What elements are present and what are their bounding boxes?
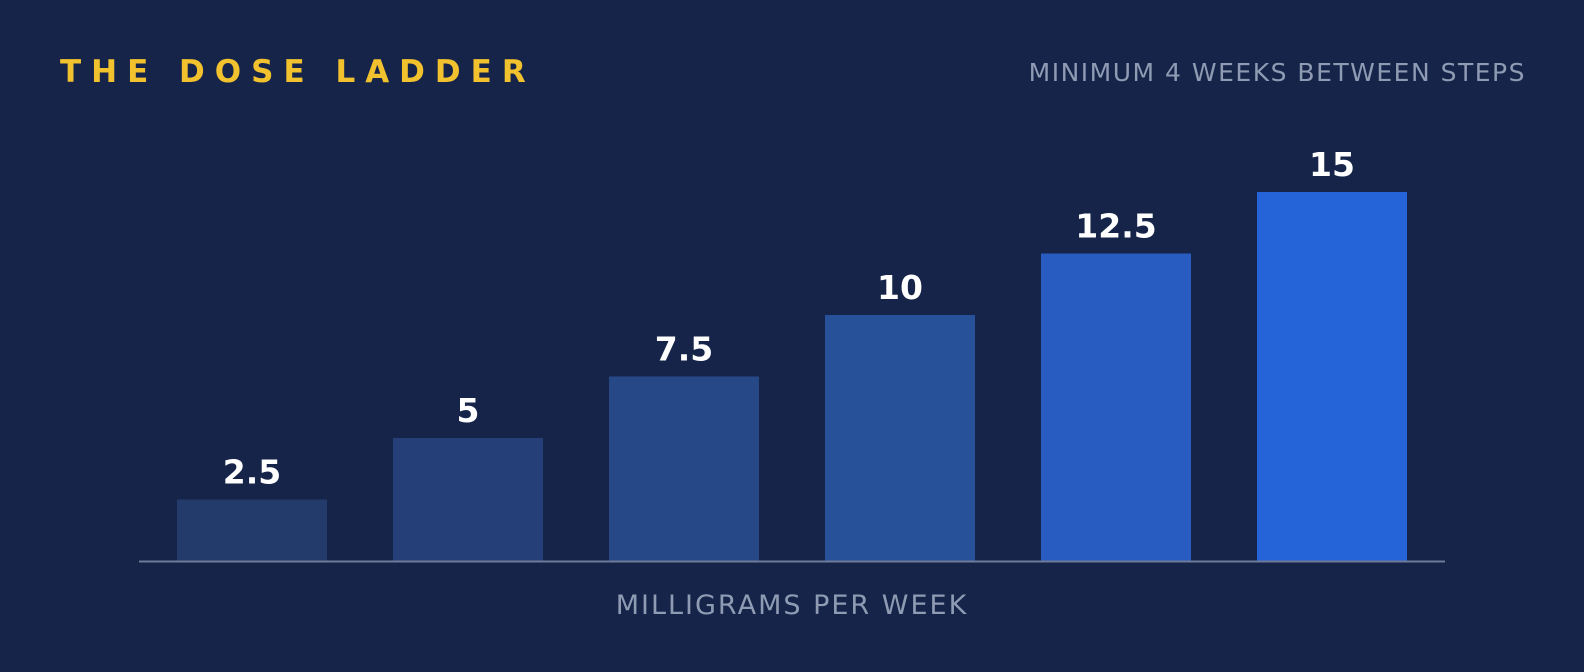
bar-3: [609, 376, 759, 561]
chart-subtitle: MINIMUM 4 WEEKS BETWEEN STEPS: [1028, 58, 1526, 87]
bar-2: [393, 438, 543, 561]
bar-value-label-4: 10: [877, 268, 923, 307]
x-axis-label: MILLIGRAMS PER WEEK: [615, 590, 969, 621]
chart-title: THE DOSE LADDER: [60, 54, 536, 90]
bar-5: [1041, 253, 1191, 561]
bar-value-label-6: 15: [1309, 145, 1355, 184]
bar-4: [825, 315, 975, 561]
bar-value-label-5: 12.5: [1075, 207, 1156, 246]
bar-value-label-2: 5: [457, 391, 480, 430]
bar-value-label-1: 2.5: [223, 453, 281, 492]
bar-6: [1257, 192, 1407, 561]
bar-1: [177, 499, 327, 561]
bar-value-label-3: 7.5: [655, 330, 713, 369]
